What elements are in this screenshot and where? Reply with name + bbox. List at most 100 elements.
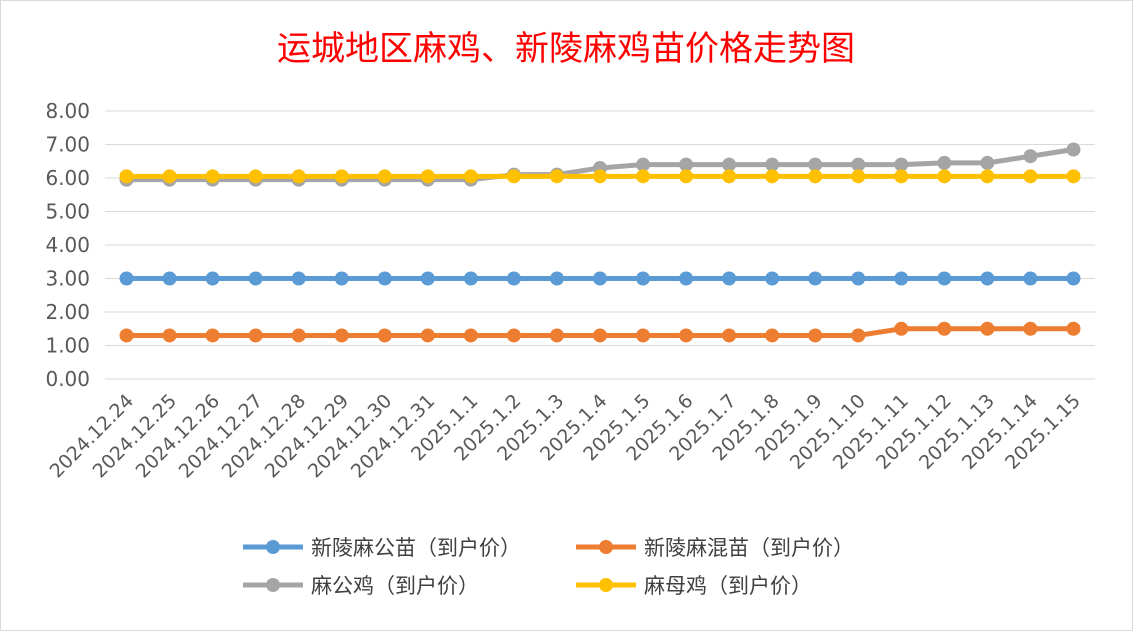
data-point (506, 271, 521, 286)
legend-label: 新陵麻混苗（到户价） (644, 536, 854, 560)
data-point (722, 271, 737, 286)
data-point (119, 169, 134, 184)
y-tick-label: 1.00 (45, 334, 90, 358)
legend-swatch-marker (266, 578, 280, 592)
legend-swatch-marker (599, 578, 613, 592)
data-point (248, 328, 263, 343)
data-point (808, 157, 823, 172)
data-point (980, 155, 995, 170)
data-point (463, 169, 478, 184)
data-point (765, 169, 780, 184)
data-point (291, 169, 306, 184)
data-point (894, 321, 909, 336)
data-point (679, 169, 694, 184)
data-point (377, 328, 392, 343)
data-point (937, 169, 952, 184)
y-tick-label: 4.00 (45, 233, 90, 257)
y-tick-label: 5.00 (45, 200, 90, 224)
data-point (894, 157, 909, 172)
data-point (765, 328, 780, 343)
data-point (1066, 271, 1081, 286)
series-3 (119, 169, 1081, 184)
data-point (1066, 321, 1081, 336)
data-point (334, 328, 349, 343)
data-point (334, 271, 349, 286)
data-point (334, 169, 349, 184)
legend-label: 新陵麻公苗（到户价） (311, 536, 521, 560)
data-point (1023, 149, 1038, 164)
data-point (679, 157, 694, 172)
data-point (937, 321, 952, 336)
legend-item: 新陵麻公苗（到户价） (243, 536, 521, 560)
data-point (636, 157, 651, 172)
data-point (937, 155, 952, 170)
data-point (593, 169, 607, 184)
data-point (980, 321, 995, 336)
data-point (679, 328, 694, 343)
y-tick-label: 0.00 (45, 367, 90, 391)
series-1 (119, 321, 1081, 343)
data-point (808, 169, 823, 184)
y-axis-ticks: 0.00 1.00 2.00 3.00 4.00 5.00 6.00 7.00 8.00 (45, 99, 90, 391)
data-point (851, 157, 866, 172)
data-point (636, 169, 651, 184)
data-point (980, 169, 995, 184)
data-point (1066, 142, 1081, 157)
legend-item: 麻公鸡（到户价） (243, 574, 479, 598)
data-point (291, 271, 306, 286)
data-point (722, 157, 737, 172)
y-tick-label: 6.00 (45, 166, 90, 190)
data-point (1023, 271, 1038, 286)
data-point (119, 271, 134, 286)
data-point (420, 169, 435, 184)
data-point (722, 169, 737, 184)
data-point (679, 271, 694, 286)
legend-label: 麻公鸡（到户价） (311, 574, 479, 598)
y-tick-label: 8.00 (45, 99, 90, 123)
legend-swatch-marker (266, 540, 280, 554)
data-point (162, 271, 177, 286)
data-point (722, 328, 737, 343)
data-point (1023, 169, 1038, 184)
data-point (765, 157, 780, 172)
data-point (205, 328, 220, 343)
data-point (463, 328, 478, 343)
data-point (205, 271, 220, 286)
data-point (377, 169, 392, 184)
data-point (808, 328, 823, 343)
legend-item: 麻母鸡（到户价） (576, 574, 812, 598)
data-point (549, 328, 564, 343)
data-point (506, 328, 521, 343)
data-point (420, 271, 435, 286)
data-point (1066, 169, 1081, 184)
data-point (851, 169, 866, 184)
data-point (636, 328, 651, 343)
legend-item: 新陵麻混苗（到户价） (576, 536, 854, 560)
data-point (765, 271, 780, 286)
data-point (851, 271, 866, 286)
data-point (549, 169, 564, 184)
data-point (1023, 321, 1038, 336)
data-point (894, 271, 909, 286)
series-group (119, 142, 1081, 343)
legend-label: 麻母鸡（到户价） (644, 574, 812, 598)
data-point (894, 169, 909, 184)
data-point (593, 328, 607, 343)
data-point (593, 271, 607, 286)
data-point (851, 328, 866, 343)
data-point (420, 328, 435, 343)
data-point (291, 328, 306, 343)
data-point (636, 271, 651, 286)
data-point (937, 271, 952, 286)
data-point (205, 169, 220, 184)
data-point (506, 169, 521, 184)
data-point (248, 169, 263, 184)
legend-swatch-marker (599, 540, 613, 554)
data-point (162, 169, 177, 184)
chart-title: 运城地区麻鸡、新陵麻鸡苗价格走势图 (277, 29, 855, 69)
data-point (549, 271, 564, 286)
y-tick-label: 7.00 (45, 133, 90, 157)
data-point (377, 271, 392, 286)
